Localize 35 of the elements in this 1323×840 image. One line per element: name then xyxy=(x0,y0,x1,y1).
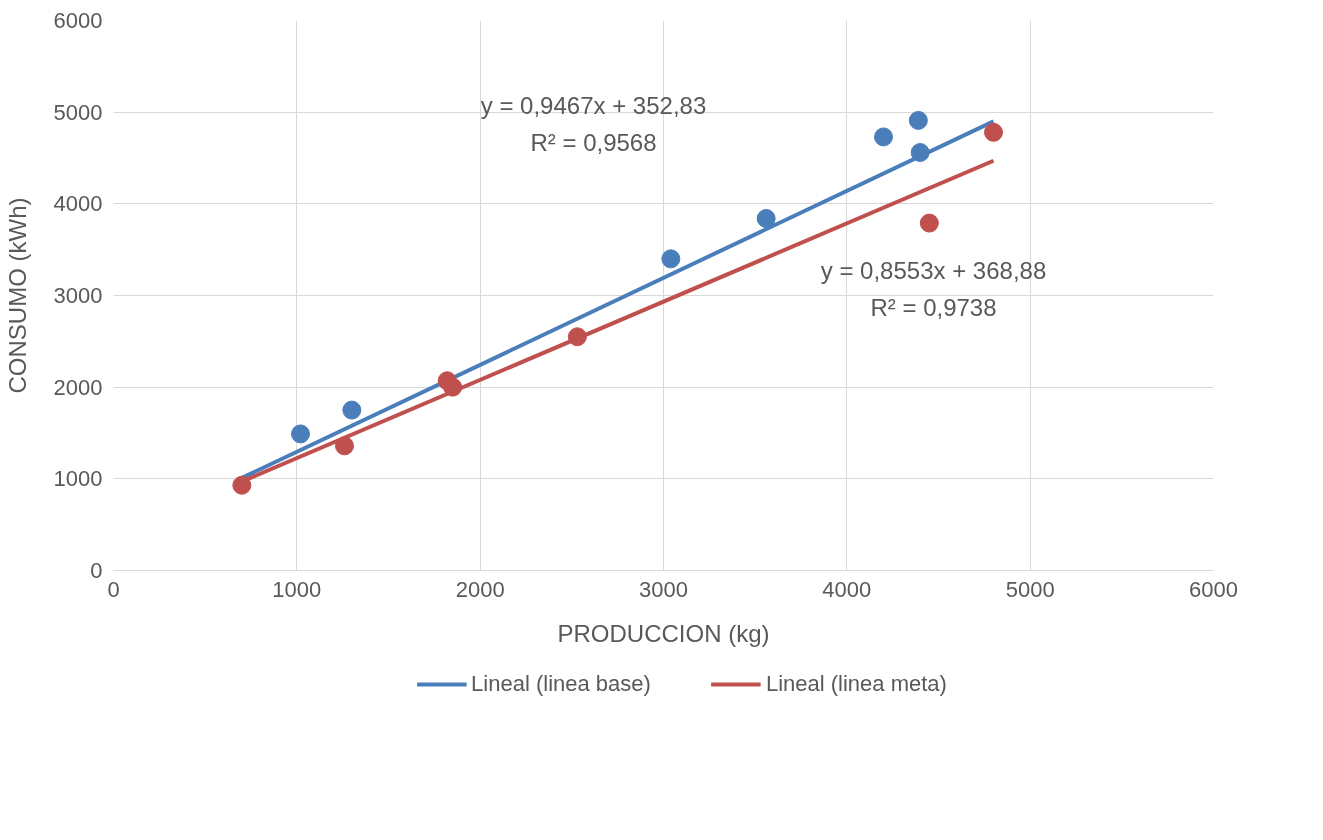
x-tick-label: 3000 xyxy=(639,576,688,602)
x-tick-label: 4000 xyxy=(822,576,872,602)
legend-label: Lineal (linea meta) xyxy=(765,671,947,697)
point xyxy=(567,327,587,347)
point xyxy=(443,377,463,397)
y-tick-label: 6000 xyxy=(53,8,103,33)
point xyxy=(291,424,310,444)
point xyxy=(232,475,252,495)
point xyxy=(661,249,681,269)
legend-label: Lineal (linea base) xyxy=(471,671,651,697)
x-tick-label: 0 xyxy=(107,576,120,602)
x-tick-label: 6000 xyxy=(1189,576,1238,602)
annotation: R² = 0,9568 xyxy=(530,129,657,156)
point xyxy=(335,436,354,456)
y-tick-label: 4000 xyxy=(53,191,103,217)
point xyxy=(919,213,939,233)
x-tick-label: 5000 xyxy=(1005,576,1055,602)
y-axis-title: CONSUMO (kWh) xyxy=(3,197,31,394)
point xyxy=(874,127,893,147)
annotation: y = 0,8553x + 368,88 xyxy=(820,257,1047,284)
annotation: y = 0,9467x + 352,83 xyxy=(480,92,707,119)
y-tick-label: 1000 xyxy=(53,466,103,492)
x-tick-label: 1000 xyxy=(272,576,322,602)
y-tick-label: 5000 xyxy=(53,99,103,125)
y-tick-label: 0 xyxy=(90,558,103,583)
point xyxy=(756,209,776,228)
x-axis-title: PRODUCCION (kg) xyxy=(557,619,770,647)
point xyxy=(910,143,930,162)
y-tick-label: 2000 xyxy=(53,374,103,400)
point xyxy=(984,122,1003,142)
x-tick-label: 2000 xyxy=(455,576,505,602)
point xyxy=(908,110,928,130)
point xyxy=(342,400,362,420)
annotation: R² = 0,9738 xyxy=(870,294,997,321)
y-tick-label: 3000 xyxy=(53,283,103,308)
